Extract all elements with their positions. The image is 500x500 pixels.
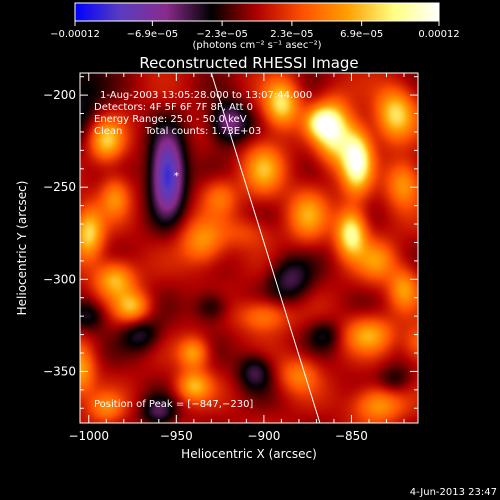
colorbar-tick-label: −2.3e−05: [196, 29, 248, 40]
colorbar-tick-label: 6.9e−05: [340, 29, 383, 40]
detectors-text: Detectors: 4F 5F 6F 7F 8F, Att 0: [94, 102, 253, 113]
colorbar-ticks: −0.00012 −6.9e−05 −2.3e−05 2.3e−05 6.9e−05 0.…: [50, 21, 460, 40]
x-axis: −1000 −950 −900 −850: [68, 73, 405, 443]
energy-range-text: Energy Range: 25.0 - 50.0 keV: [94, 114, 247, 125]
x-tick-label: −1000: [68, 429, 109, 443]
solar-limb-line: [210, 73, 321, 423]
peak-marker: *: [174, 171, 179, 182]
y-axis-label: Heliocentric Y (arcsec): [15, 181, 29, 316]
colorbar-tick-label: 2.3e−05: [270, 29, 313, 40]
colorbar-unit-label: (photons cm⁻² s⁻¹ asec⁻²): [192, 40, 321, 51]
colorbar: −0.00012 −6.9e−05 −2.3e−05 2.3e−05 6.9e−05 0.…: [50, 2, 460, 51]
y-tick-label: −200: [43, 88, 76, 102]
footer-date: 4-Jun-2013 23:47: [410, 487, 497, 498]
colorbar-tick-label: −0.00012: [50, 29, 100, 40]
colorbar-gradient: [74, 2, 440, 22]
annotation-block: 1-Aug-2003 13:05:28.000 to 13:07:44.000 …: [94, 90, 312, 410]
y-tick-label: −250: [43, 180, 76, 194]
x-tick-label: −900: [247, 429, 280, 443]
y-tick-label: −300: [43, 272, 76, 286]
total-counts-text: Total counts: 1.73E+03: [144, 126, 261, 137]
clean-text: Clean: [94, 126, 122, 137]
y-axis: −200 −250 −300 −350: [43, 76, 418, 409]
heatmap-image: [80, 73, 418, 423]
x-tick-label: −850: [335, 429, 368, 443]
colorbar-tick-label: −6.9e−05: [127, 29, 179, 40]
time-range-text: 1-Aug-2003 13:05:28.000 to 13:07:44.000: [100, 90, 312, 101]
x-tick-label: −950: [160, 429, 193, 443]
peak-position-text: Position of Peak = [−847,−230]: [94, 399, 253, 410]
y-tick-label: −350: [43, 364, 76, 378]
x-axis-label: Heliocentric X (arcsec): [181, 447, 317, 461]
plot-area: * 1-Aug-2003 13:05:28.000 to 13:07:44.00…: [79, 72, 419, 424]
chart-title: Reconstructed RHESSI Image: [139, 54, 358, 72]
plot-frame: [79, 72, 419, 424]
colorbar-tick-label: 0.00012: [418, 29, 459, 40]
